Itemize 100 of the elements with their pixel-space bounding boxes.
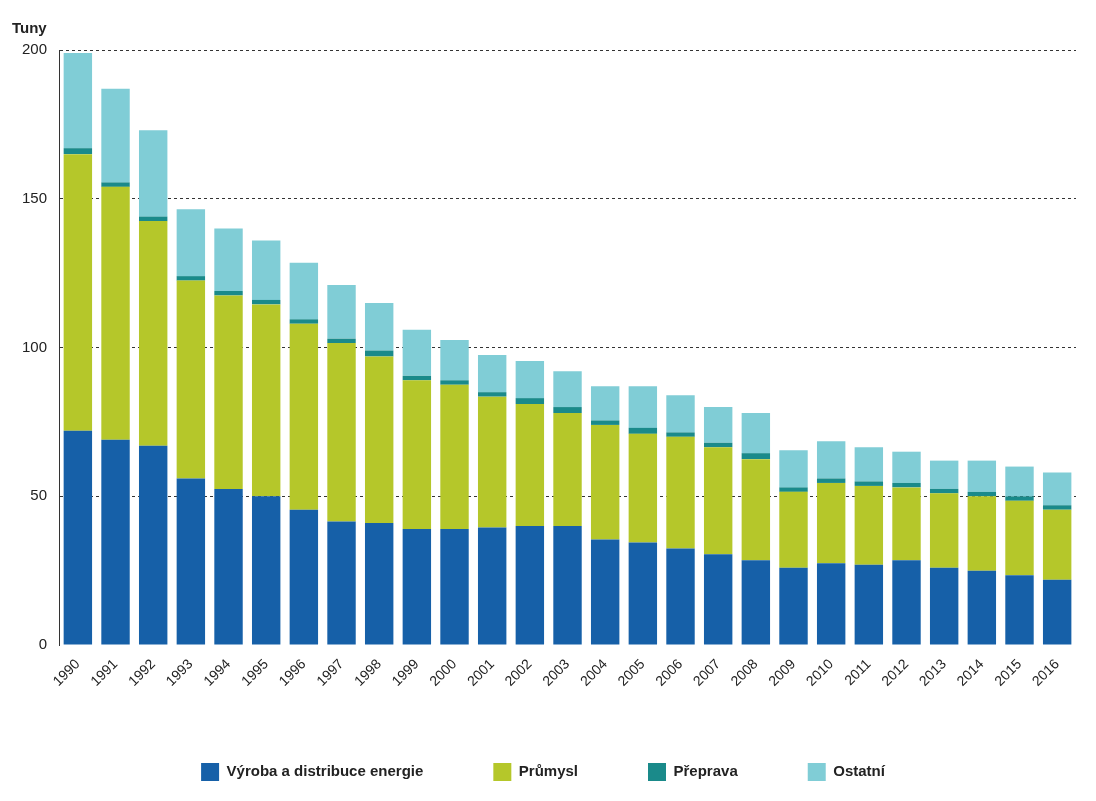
bar: [779, 450, 808, 488]
y-tick-label: 200: [22, 40, 48, 58]
bar: [176, 209, 206, 277]
bar: [515, 360, 545, 399]
bar: [63, 430, 93, 645]
bar: [327, 343, 356, 522]
bar: [477, 392, 507, 397]
bar: [63, 148, 93, 155]
bar: [590, 420, 620, 425]
bar: [515, 398, 545, 405]
bar: [101, 182, 130, 187]
legend-label: Přeprava: [673, 762, 739, 780]
bar: [214, 228, 243, 292]
legend-label: Ostatní: [833, 762, 886, 780]
bar: [779, 567, 808, 645]
bar: [289, 509, 319, 645]
bar: [364, 302, 394, 351]
bar: [289, 319, 319, 324]
y-tick-label: 50: [30, 486, 48, 504]
bar: [967, 570, 997, 645]
bar: [628, 386, 658, 428]
legend-label: Výroba a distribuce energie: [226, 762, 424, 780]
bar: [854, 564, 884, 645]
bar: [741, 453, 771, 460]
bar: [929, 493, 959, 568]
bar: [854, 481, 884, 486]
bar: [854, 485, 884, 565]
bar: [1005, 575, 1034, 645]
bar: [590, 386, 620, 421]
bar: [779, 491, 808, 568]
bar: [214, 295, 243, 489]
bar: [251, 496, 281, 645]
bar: [440, 380, 469, 385]
bar: [741, 560, 771, 645]
bar: [515, 526, 545, 645]
bar: [327, 338, 356, 344]
bar: [515, 404, 545, 527]
y-tick-label: 100: [22, 337, 48, 355]
bar: [628, 542, 658, 645]
bar: [214, 488, 243, 645]
bar: [816, 482, 846, 564]
bar: [967, 496, 997, 571]
bar: [703, 447, 733, 555]
bar: [101, 88, 130, 183]
bar: [364, 356, 394, 524]
bar: [1042, 472, 1072, 506]
bar: [327, 285, 356, 339]
bar: [364, 523, 394, 645]
bar: [666, 395, 695, 433]
bar: [816, 478, 846, 483]
bar: [1005, 500, 1034, 576]
bar: [402, 380, 432, 530]
bar: [892, 560, 921, 645]
bar: [666, 432, 695, 437]
bar: [741, 459, 771, 561]
bar: [741, 413, 771, 454]
bar: [138, 445, 168, 645]
bar: [1005, 496, 1034, 501]
bar: [477, 396, 507, 528]
bar: [666, 548, 695, 645]
bar: [138, 221, 168, 446]
bar: [63, 154, 93, 431]
bar: [176, 478, 206, 645]
bar: [176, 276, 206, 281]
bar: [666, 436, 695, 549]
bar: [929, 460, 959, 489]
bar: [289, 323, 319, 510]
bar: [138, 130, 168, 217]
bar: [553, 413, 582, 527]
bar: [590, 424, 620, 540]
bar: [251, 240, 281, 300]
bar: [816, 441, 846, 479]
bar: [816, 563, 846, 645]
bar: [440, 384, 469, 530]
legend-label: Průmysl: [518, 762, 579, 780]
bar: [854, 447, 884, 482]
bar: [779, 487, 808, 492]
bar: [477, 354, 507, 393]
bar: [553, 407, 582, 414]
bar: [892, 482, 921, 488]
bar: [1005, 466, 1034, 497]
bar: [402, 329, 432, 376]
bar: [967, 460, 997, 492]
bar: [402, 529, 432, 645]
bar: [590, 539, 620, 645]
bar: [628, 433, 658, 543]
bar: [214, 291, 243, 296]
bar: [553, 371, 582, 408]
bar: [101, 186, 130, 440]
y-tick-label: 150: [22, 188, 48, 206]
bar: [440, 529, 469, 645]
y-axis-title: Tuny: [12, 18, 48, 36]
bar: [703, 554, 733, 645]
bar: [1042, 505, 1072, 510]
bar: [628, 427, 658, 434]
bar: [289, 262, 319, 320]
bar: [1042, 579, 1072, 645]
bar: [101, 439, 130, 645]
bar: [1042, 509, 1072, 580]
bar: [440, 340, 469, 381]
